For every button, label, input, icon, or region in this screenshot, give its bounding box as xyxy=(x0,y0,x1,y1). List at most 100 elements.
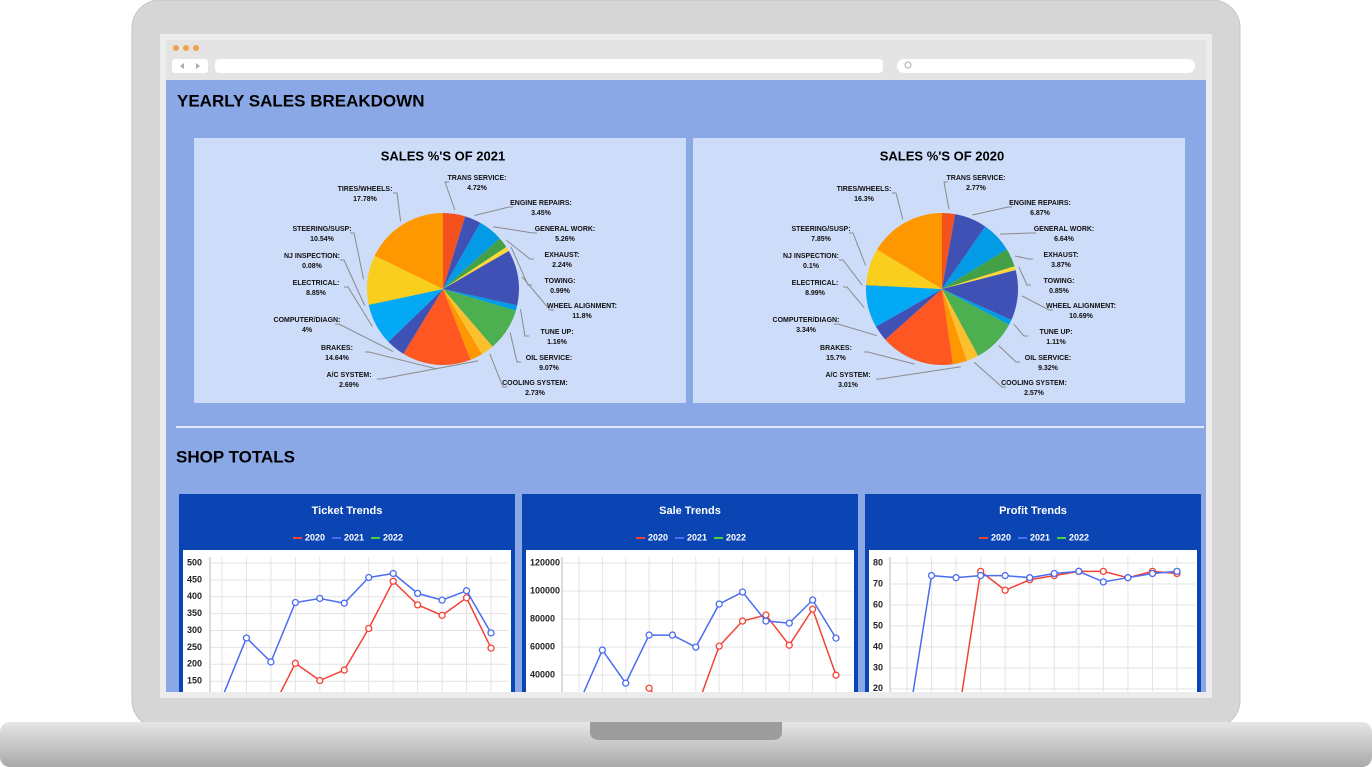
leader-line xyxy=(509,332,521,363)
nav-buttons[interactable] xyxy=(172,59,208,73)
slice-label: TIRES/WHEELS: xyxy=(837,186,892,193)
y-tick-label: 20 xyxy=(873,683,883,693)
plot-area xyxy=(183,550,511,692)
series-point xyxy=(785,619,793,627)
series-point xyxy=(785,641,793,649)
slice-label: ENGINE REPAIRS: xyxy=(1009,200,1071,207)
slice-label: ENGINE REPAIRS: xyxy=(510,200,572,207)
pie-slice xyxy=(388,289,443,354)
leader-line xyxy=(1018,266,1031,286)
y-tick-label: 400 xyxy=(187,591,202,601)
pie-slice xyxy=(885,289,953,365)
page-title: YEARLY SALES BREAKDOWN xyxy=(177,91,424,110)
leader-line xyxy=(1014,255,1033,260)
chart-title: Sale Trends xyxy=(659,505,721,517)
y-tick-label: 200 xyxy=(187,659,202,669)
pie-slice xyxy=(865,285,942,327)
pie-slice xyxy=(443,246,509,289)
slice-label: COMPUTER/DIAGN: xyxy=(773,317,840,324)
leader-line xyxy=(998,345,1020,363)
series-point xyxy=(738,617,747,625)
leader-line xyxy=(834,323,878,337)
leader-line xyxy=(943,181,950,210)
legend-label: 2020 xyxy=(648,532,668,542)
series-point xyxy=(389,577,397,585)
pie-slice xyxy=(866,284,942,289)
series-point xyxy=(438,596,446,604)
series-point xyxy=(1148,569,1157,578)
slice-label: STEERING/SUSP: xyxy=(292,226,351,233)
slice-value-label: 9.07% xyxy=(539,365,560,372)
search-bar[interactable] xyxy=(897,59,1195,73)
series-point xyxy=(808,596,817,604)
series-group xyxy=(223,569,495,692)
slice-value-label: 0.85% xyxy=(1049,288,1070,295)
series-line xyxy=(583,591,837,692)
pie-slice xyxy=(942,249,1015,289)
series-point xyxy=(316,676,324,685)
pie-slice xyxy=(942,289,967,365)
slice-label: TUNE UP: xyxy=(1039,329,1072,336)
slice-value-label: 3.87% xyxy=(1051,262,1072,269)
y-tick-label: 350 xyxy=(187,608,202,618)
leader-line xyxy=(1013,323,1028,337)
chart-title: Profit Trends xyxy=(999,505,1067,517)
series-point xyxy=(808,605,817,613)
slice-value-label: 2.77% xyxy=(966,185,987,192)
slice-value-label: 9.32% xyxy=(1038,365,1059,372)
y-tick-label: 300 xyxy=(187,625,202,635)
slice-label: BRAKES: xyxy=(820,345,852,352)
slice-value-label: 0.08% xyxy=(302,263,323,270)
series-point xyxy=(340,666,348,674)
legend-label: 2020 xyxy=(305,532,325,542)
address-bar[interactable] xyxy=(215,59,883,73)
slice-label: BRAKES: xyxy=(321,345,353,352)
leader-line xyxy=(340,259,366,306)
pie-slice xyxy=(875,289,942,340)
slice-label: EXHAUST: xyxy=(544,252,579,259)
pie-slice xyxy=(443,216,481,289)
series-point xyxy=(365,624,373,633)
series-point xyxy=(645,631,653,639)
y-tick-label: 60000 xyxy=(530,642,555,652)
y-tick-label: 150 xyxy=(187,676,202,686)
window-dot xyxy=(193,45,199,51)
leader-line xyxy=(493,226,537,234)
slice-value-label: 4% xyxy=(302,327,313,334)
y-tick-label: 250 xyxy=(187,642,202,652)
pie-title: SALES %'S OF 2021 xyxy=(381,148,505,163)
leader-line xyxy=(393,192,402,222)
series-point xyxy=(1173,567,1181,576)
y-tick-label: 70 xyxy=(873,578,883,588)
window-dot xyxy=(183,45,189,51)
series-point xyxy=(976,571,985,580)
y-tick-label: 40 xyxy=(873,641,883,651)
slice-value-label: 4.72% xyxy=(467,185,488,192)
series-point xyxy=(1099,578,1108,586)
slice-label: ELECTRICAL: xyxy=(792,280,839,287)
series-point xyxy=(668,631,677,639)
slice-value-label: 3.01% xyxy=(838,382,859,389)
slice-label: TOWING: xyxy=(545,278,576,285)
slice-value-label: 10.54% xyxy=(310,236,335,243)
series-group xyxy=(583,588,840,692)
slice-label: NJ INSPECTION: xyxy=(284,253,340,260)
pie-slice xyxy=(403,289,471,365)
slice-value-label: 2.24% xyxy=(552,262,573,269)
series-point xyxy=(738,588,747,596)
slice-value-label: 0.99% xyxy=(550,288,571,295)
series-line xyxy=(223,572,492,692)
series-point xyxy=(832,634,840,642)
leader-line xyxy=(344,286,373,328)
series-point xyxy=(438,611,446,619)
series-point xyxy=(462,594,471,602)
leader-line xyxy=(489,353,507,388)
series-point xyxy=(1099,567,1108,576)
series-point xyxy=(413,601,422,609)
series-point xyxy=(622,679,630,687)
slice-value-label: 14.64% xyxy=(325,355,350,362)
series-point xyxy=(487,629,495,637)
series-group xyxy=(912,567,1181,692)
y-tick-label: 500 xyxy=(187,557,202,567)
